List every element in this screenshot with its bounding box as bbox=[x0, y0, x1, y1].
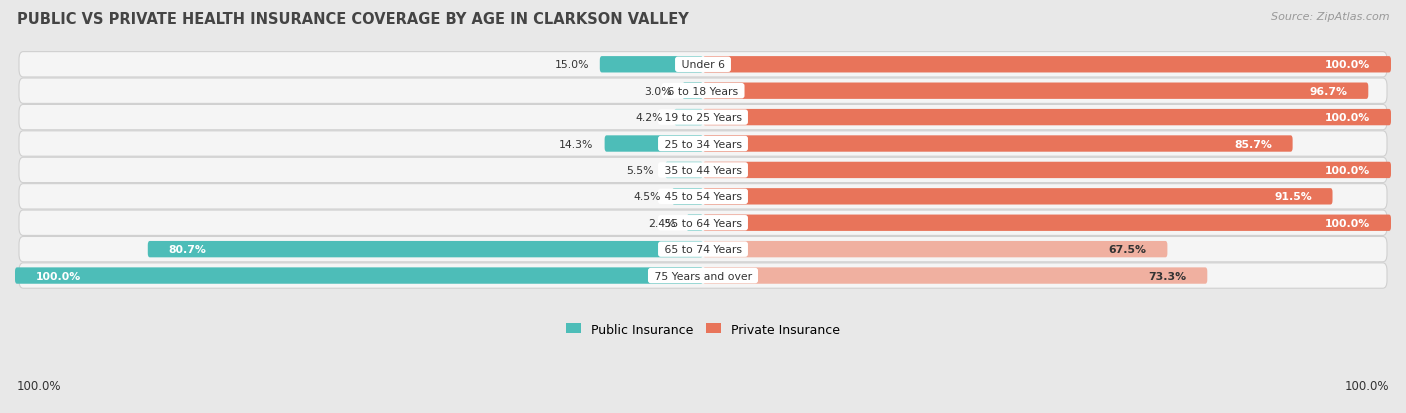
Text: 55 to 64 Years: 55 to 64 Years bbox=[661, 218, 745, 228]
FancyBboxPatch shape bbox=[703, 162, 1391, 179]
FancyBboxPatch shape bbox=[672, 189, 703, 205]
FancyBboxPatch shape bbox=[20, 211, 1386, 236]
Text: 91.5%: 91.5% bbox=[1274, 192, 1312, 202]
Text: 100.0%: 100.0% bbox=[17, 380, 62, 392]
FancyBboxPatch shape bbox=[20, 158, 1386, 183]
Text: 4.2%: 4.2% bbox=[636, 113, 664, 123]
Text: 45 to 54 Years: 45 to 54 Years bbox=[661, 192, 745, 202]
FancyBboxPatch shape bbox=[20, 52, 1386, 78]
FancyBboxPatch shape bbox=[703, 83, 1368, 100]
Text: 65 to 74 Years: 65 to 74 Years bbox=[661, 244, 745, 254]
Legend: Public Insurance, Private Insurance: Public Insurance, Private Insurance bbox=[561, 318, 845, 341]
Text: 100.0%: 100.0% bbox=[1324, 113, 1371, 123]
Text: Under 6: Under 6 bbox=[678, 60, 728, 70]
FancyBboxPatch shape bbox=[665, 162, 703, 179]
Text: 100.0%: 100.0% bbox=[1344, 380, 1389, 392]
FancyBboxPatch shape bbox=[703, 241, 1167, 258]
FancyBboxPatch shape bbox=[600, 57, 703, 73]
FancyBboxPatch shape bbox=[673, 109, 703, 126]
Text: 4.5%: 4.5% bbox=[634, 192, 661, 202]
Text: 100.0%: 100.0% bbox=[35, 271, 82, 281]
Text: 5.5%: 5.5% bbox=[627, 166, 654, 176]
FancyBboxPatch shape bbox=[605, 136, 703, 152]
Text: 3.0%: 3.0% bbox=[644, 86, 671, 97]
FancyBboxPatch shape bbox=[686, 215, 703, 231]
FancyBboxPatch shape bbox=[703, 136, 1292, 152]
FancyBboxPatch shape bbox=[20, 79, 1386, 104]
FancyBboxPatch shape bbox=[703, 57, 1391, 73]
FancyBboxPatch shape bbox=[20, 105, 1386, 131]
FancyBboxPatch shape bbox=[20, 184, 1386, 209]
Text: 96.7%: 96.7% bbox=[1309, 86, 1348, 97]
Text: 100.0%: 100.0% bbox=[1324, 166, 1371, 176]
Text: 35 to 44 Years: 35 to 44 Years bbox=[661, 166, 745, 176]
FancyBboxPatch shape bbox=[15, 268, 703, 284]
FancyBboxPatch shape bbox=[703, 215, 1391, 231]
Text: 25 to 34 Years: 25 to 34 Years bbox=[661, 139, 745, 149]
Text: 6 to 18 Years: 6 to 18 Years bbox=[664, 86, 742, 97]
Text: PUBLIC VS PRIVATE HEALTH INSURANCE COVERAGE BY AGE IN CLARKSON VALLEY: PUBLIC VS PRIVATE HEALTH INSURANCE COVER… bbox=[17, 12, 689, 27]
FancyBboxPatch shape bbox=[20, 237, 1386, 262]
Text: 14.3%: 14.3% bbox=[560, 139, 593, 149]
FancyBboxPatch shape bbox=[20, 131, 1386, 157]
Text: 15.0%: 15.0% bbox=[554, 60, 589, 70]
Text: 67.5%: 67.5% bbox=[1109, 244, 1147, 254]
Text: 100.0%: 100.0% bbox=[1324, 218, 1371, 228]
Text: Source: ZipAtlas.com: Source: ZipAtlas.com bbox=[1271, 12, 1389, 22]
FancyBboxPatch shape bbox=[703, 268, 1208, 284]
Text: 2.4%: 2.4% bbox=[648, 218, 675, 228]
FancyBboxPatch shape bbox=[20, 263, 1386, 289]
Text: 19 to 25 Years: 19 to 25 Years bbox=[661, 113, 745, 123]
Text: 75 Years and over: 75 Years and over bbox=[651, 271, 755, 281]
FancyBboxPatch shape bbox=[682, 83, 703, 100]
Text: 100.0%: 100.0% bbox=[1324, 60, 1371, 70]
Text: 80.7%: 80.7% bbox=[169, 244, 207, 254]
Text: 85.7%: 85.7% bbox=[1234, 139, 1272, 149]
Text: 73.3%: 73.3% bbox=[1149, 271, 1187, 281]
FancyBboxPatch shape bbox=[703, 189, 1333, 205]
FancyBboxPatch shape bbox=[148, 241, 703, 258]
FancyBboxPatch shape bbox=[703, 109, 1391, 126]
